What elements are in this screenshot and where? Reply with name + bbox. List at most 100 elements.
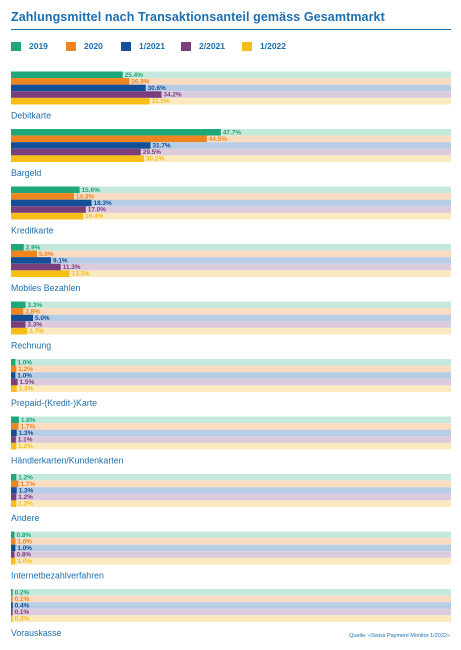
band-prepaid-kredit-karte-1-2022 [11,385,451,392]
value-label-rechnung-2019: 3.3% [28,302,43,309]
value-label-vorauskasse-2019: 0.2% [15,589,30,596]
band-haendlerkarten-kundenkarten-2019 [11,416,451,424]
band-debitkarte-1-2022 [11,97,451,105]
bar-debitkarte-2-2021 [11,91,162,98]
legend-swatch-2020 [66,41,76,51]
value-label-kreditkarte-1-2021: 18.3% [94,200,112,207]
band-mobiles-bezahlen-2020 [11,250,451,258]
band-rechnung-1-2021 [11,314,451,322]
bar-internetbezahlverfahren-1-2021 [11,544,16,552]
value-label-vorauskasse-2-2021: 0.1% [15,609,30,616]
band-internetbezahlverfahren-1-2022 [11,557,451,565]
bar-rechnung-1-2022 [11,327,28,335]
band-mobiles-bezahlen-2-2021 [11,263,451,271]
legend: 2019 2020 1/2021 2/2021 1/2022 [11,40,451,52]
bar-mobiles-bezahlen-1-2021 [11,257,52,264]
legend-label-1-2021: 1/2021 [139,41,165,51]
bar-internetbezahlverfahren-1-2022 [11,557,16,565]
bar-vorauskasse-2-2021 [11,608,13,616]
band-prepaid-kredit-karte-2-2021 [11,378,451,386]
category-label-bargeld: Bargeld [11,168,41,178]
bar-andere-2020 [11,480,19,488]
bar-kreditkarte-2020 [11,193,74,200]
bar-rechnung-2-2021 [11,321,26,328]
legend-swatch-1-2021 [121,41,131,51]
bar-bargeld-1-2021 [11,142,151,149]
value-label-internetbezahlverfahren-2019: 0.8% [17,532,32,539]
value-label-rechnung-1-2022: 3.7% [29,328,44,335]
value-label-haendlerkarten-kundenkarten-2020: 1.7% [20,423,35,430]
title-divider [11,29,451,30]
value-label-prepaid-kredit-karte-1-2022: 1.3% [19,386,34,393]
band-debitkarte-2020 [11,78,451,85]
legend-swatch-2019 [11,41,21,51]
band-mobiles-bezahlen-2019 [11,244,451,251]
band-prepaid-kredit-karte-2020 [11,365,451,373]
bar-andere-2019 [11,474,17,481]
legend-label-2-2021: 2/2021 [199,41,225,51]
bar-kreditkarte-1-2022 [11,212,84,220]
band-mobiles-bezahlen-1-2021 [11,257,451,264]
value-label-debitkarte-2020: 26.9% [131,78,149,85]
band-prepaid-kredit-karte-2019 [11,359,451,366]
value-label-internetbezahlverfahren-1-2022: 1.0% [17,558,32,565]
band-haendlerkarten-kundenkarten-1-2022 [11,442,451,450]
bar-vorauskasse-1-2021 [11,602,13,609]
value-label-kreditkarte-2-2021: 17.0% [88,207,106,214]
value-label-bargeld-2020: 44.5% [209,136,227,143]
value-label-haendlerkarten-kundenkarten-2-2021: 1.1% [18,437,33,444]
bar-haendlerkarten-kundenkarten-1-2022 [11,442,17,450]
value-label-bargeld-2-2021: 29.5% [143,149,161,156]
band-bargeld-2-2021 [11,148,451,156]
value-label-prepaid-kredit-karte-2-2021: 1.5% [20,379,35,386]
bar-rechnung-1-2021 [11,314,33,322]
value-label-kreditkarte-2019: 15.6% [82,187,100,194]
band-debitkarte-2-2021 [11,91,451,98]
legend-label-2020: 2020 [84,41,103,51]
value-label-bargeld-2019: 47.7% [223,129,241,136]
category-label-prepaid-kredit-karte: Prepaid-(Kredit-)Karte [11,398,97,408]
bar-haendlerkarten-kundenkarten-1-2021 [11,429,17,437]
band-kreditkarte-2019 [11,186,451,194]
legend-label-2019: 2019 [29,41,48,51]
bar-mobiles-bezahlen-2020 [11,250,37,258]
bar-prepaid-kredit-karte-2020 [11,365,17,373]
band-bargeld-1-2021 [11,142,451,149]
value-label-prepaid-kredit-karte-2020: 1.2% [18,366,33,373]
value-label-kreditkarte-2020: 14.3% [76,193,94,200]
legend-item-2019: 2019 [11,40,48,52]
band-andere-2019 [11,474,451,481]
value-label-mobiles-bezahlen-2019: 2.9% [26,244,41,251]
legend-swatch-1-2022 [242,41,252,51]
value-label-andere-2019: 1.2% [18,474,33,481]
value-label-debitkarte-1-2022: 31.5% [152,98,170,105]
legend-item-2020: 2020 [66,40,103,52]
band-vorauskasse-1-2022 [11,615,451,622]
bar-kreditkarte-1-2021 [11,199,92,207]
value-label-vorauskasse-1-2022: 0.3% [15,616,30,623]
band-andere-1-2021 [11,487,451,494]
category-label-rechnung: Rechnung [11,341,51,351]
category-label-vorauskasse: Vorauskasse [11,628,61,638]
band-vorauskasse-2019 [11,589,451,596]
bar-bargeld-2019 [11,129,221,136]
value-label-vorauskasse-2020: 0.1% [15,596,30,603]
chart-title: Zahlungsmittel nach Transaktionsanteil g… [11,10,385,24]
band-kreditkarte-1-2022 [11,212,451,220]
bar-mobiles-bezahlen-2019 [11,244,24,251]
bar-andere-1-2022 [11,500,17,507]
band-bargeld-1-2022 [11,155,451,162]
value-label-mobiles-bezahlen-2-2021: 11.3% [63,264,81,271]
value-label-haendlerkarten-kundenkarten-1-2022: 1.2% [18,443,33,450]
band-rechnung-2-2021 [11,321,451,328]
bar-bargeld-2020 [11,135,207,143]
band-rechnung-2019 [11,301,451,309]
band-rechnung-1-2022 [11,327,451,335]
value-label-kreditkarte-1-2022: 16.4% [85,213,103,220]
bar-kreditkarte-2-2021 [11,206,86,213]
value-label-prepaid-kredit-karte-1-2021: 1.0% [17,373,32,380]
value-label-mobiles-bezahlen-1-2021: 9.1% [53,258,68,265]
source-note: Quelle: «Swiss Payment Monitor 1/2022» [349,633,450,639]
value-label-internetbezahlverfahren-2-2021: 0.8% [17,552,32,559]
